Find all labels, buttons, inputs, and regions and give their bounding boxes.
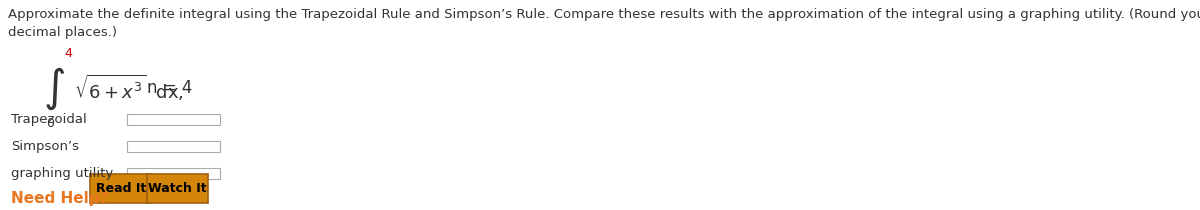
FancyBboxPatch shape — [127, 114, 220, 125]
Text: 0: 0 — [46, 117, 54, 130]
FancyBboxPatch shape — [148, 175, 208, 203]
Text: Simpson’s: Simpson’s — [11, 140, 79, 153]
FancyBboxPatch shape — [127, 141, 220, 152]
Text: graphing utility: graphing utility — [11, 167, 113, 180]
FancyBboxPatch shape — [90, 175, 151, 203]
Text: Approximate the definite integral using the Trapezoidal Rule and Simpson’s Rule.: Approximate the definite integral using … — [8, 8, 1200, 39]
FancyBboxPatch shape — [127, 168, 220, 179]
Text: Read It: Read It — [96, 182, 146, 196]
Text: n = 4: n = 4 — [148, 79, 192, 97]
Text: 4: 4 — [65, 47, 72, 60]
Text: $\sqrt{6 + x^3}$  dx,: $\sqrt{6 + x^3}$ dx, — [74, 73, 184, 104]
Text: $\int$: $\int$ — [43, 65, 65, 112]
Text: Trapezoidal: Trapezoidal — [11, 113, 86, 126]
Text: Watch It: Watch It — [148, 182, 206, 196]
Text: Need Help?: Need Help? — [11, 191, 109, 206]
